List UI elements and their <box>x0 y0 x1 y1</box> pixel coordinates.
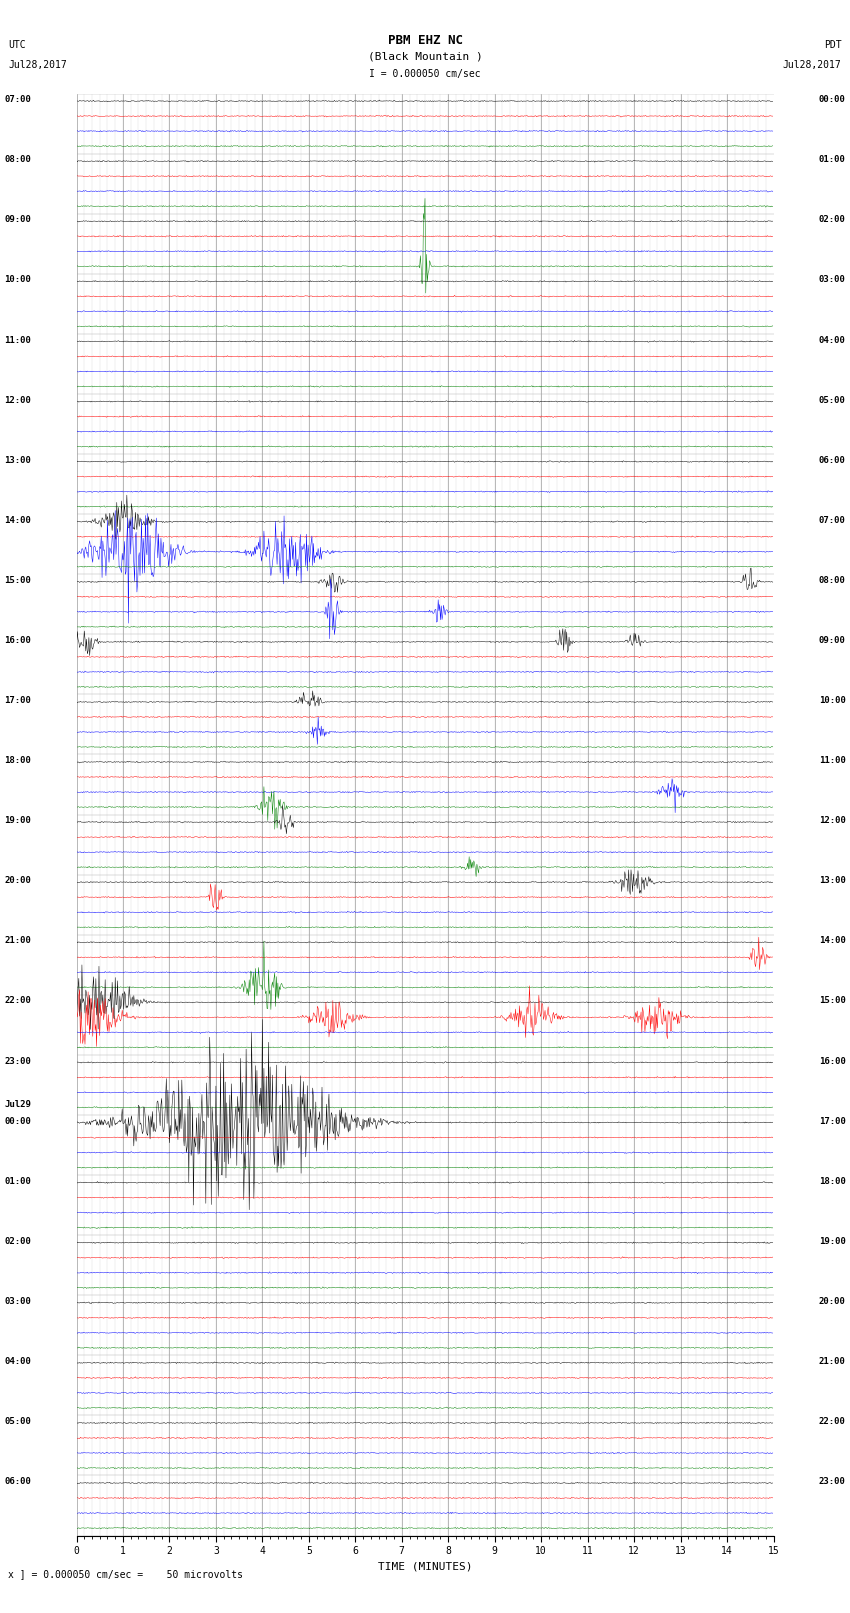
Text: 15:00: 15:00 <box>4 576 31 586</box>
Text: 11:00: 11:00 <box>4 336 31 345</box>
Text: 08:00: 08:00 <box>819 576 846 586</box>
Text: 09:00: 09:00 <box>4 216 31 224</box>
Text: 11:00: 11:00 <box>819 756 846 765</box>
Text: 16:00: 16:00 <box>819 1057 846 1066</box>
Text: 23:00: 23:00 <box>819 1478 846 1486</box>
Text: 02:00: 02:00 <box>4 1237 31 1245</box>
Text: 08:00: 08:00 <box>4 155 31 165</box>
Text: 05:00: 05:00 <box>4 1418 31 1426</box>
Text: 06:00: 06:00 <box>4 1478 31 1486</box>
Text: 09:00: 09:00 <box>819 636 846 645</box>
Text: 04:00: 04:00 <box>819 336 846 345</box>
Text: 00:00: 00:00 <box>4 1116 31 1126</box>
Text: 17:00: 17:00 <box>819 1116 846 1126</box>
Text: 16:00: 16:00 <box>4 636 31 645</box>
Text: PDT: PDT <box>824 40 842 50</box>
Text: 13:00: 13:00 <box>819 876 846 886</box>
Text: 03:00: 03:00 <box>4 1297 31 1307</box>
Text: 01:00: 01:00 <box>4 1177 31 1186</box>
Text: 22:00: 22:00 <box>819 1418 846 1426</box>
Text: Jul29: Jul29 <box>4 1100 31 1108</box>
Text: 06:00: 06:00 <box>819 456 846 465</box>
Text: 04:00: 04:00 <box>4 1357 31 1366</box>
Text: 19:00: 19:00 <box>819 1237 846 1245</box>
Text: Jul28,2017: Jul28,2017 <box>783 60 842 69</box>
Text: 17:00: 17:00 <box>4 697 31 705</box>
Text: 10:00: 10:00 <box>4 276 31 284</box>
Text: 21:00: 21:00 <box>819 1357 846 1366</box>
Text: 07:00: 07:00 <box>819 516 846 524</box>
Text: 18:00: 18:00 <box>819 1177 846 1186</box>
Text: 21:00: 21:00 <box>4 936 31 945</box>
Text: 14:00: 14:00 <box>819 936 846 945</box>
Text: Jul28,2017: Jul28,2017 <box>8 60 67 69</box>
Text: 19:00: 19:00 <box>4 816 31 826</box>
Text: 20:00: 20:00 <box>4 876 31 886</box>
Text: 12:00: 12:00 <box>4 395 31 405</box>
Text: 13:00: 13:00 <box>4 456 31 465</box>
Text: (Black Mountain ): (Black Mountain ) <box>367 52 483 61</box>
Text: 14:00: 14:00 <box>4 516 31 524</box>
Text: 12:00: 12:00 <box>819 816 846 826</box>
Text: 18:00: 18:00 <box>4 756 31 765</box>
Text: 03:00: 03:00 <box>819 276 846 284</box>
Text: 05:00: 05:00 <box>819 395 846 405</box>
Text: 01:00: 01:00 <box>819 155 846 165</box>
Text: 02:00: 02:00 <box>819 216 846 224</box>
Text: x ] = 0.000050 cm/sec =    50 microvolts: x ] = 0.000050 cm/sec = 50 microvolts <box>8 1569 243 1579</box>
Text: 20:00: 20:00 <box>819 1297 846 1307</box>
Text: 10:00: 10:00 <box>819 697 846 705</box>
Text: 22:00: 22:00 <box>4 997 31 1005</box>
Text: 15:00: 15:00 <box>819 997 846 1005</box>
Text: 23:00: 23:00 <box>4 1057 31 1066</box>
Text: PBM EHZ NC: PBM EHZ NC <box>388 34 462 47</box>
Text: 07:00: 07:00 <box>4 95 31 105</box>
Text: UTC: UTC <box>8 40 26 50</box>
Text: I = 0.000050 cm/sec: I = 0.000050 cm/sec <box>369 69 481 79</box>
X-axis label: TIME (MINUTES): TIME (MINUTES) <box>377 1561 473 1571</box>
Text: 00:00: 00:00 <box>819 95 846 105</box>
